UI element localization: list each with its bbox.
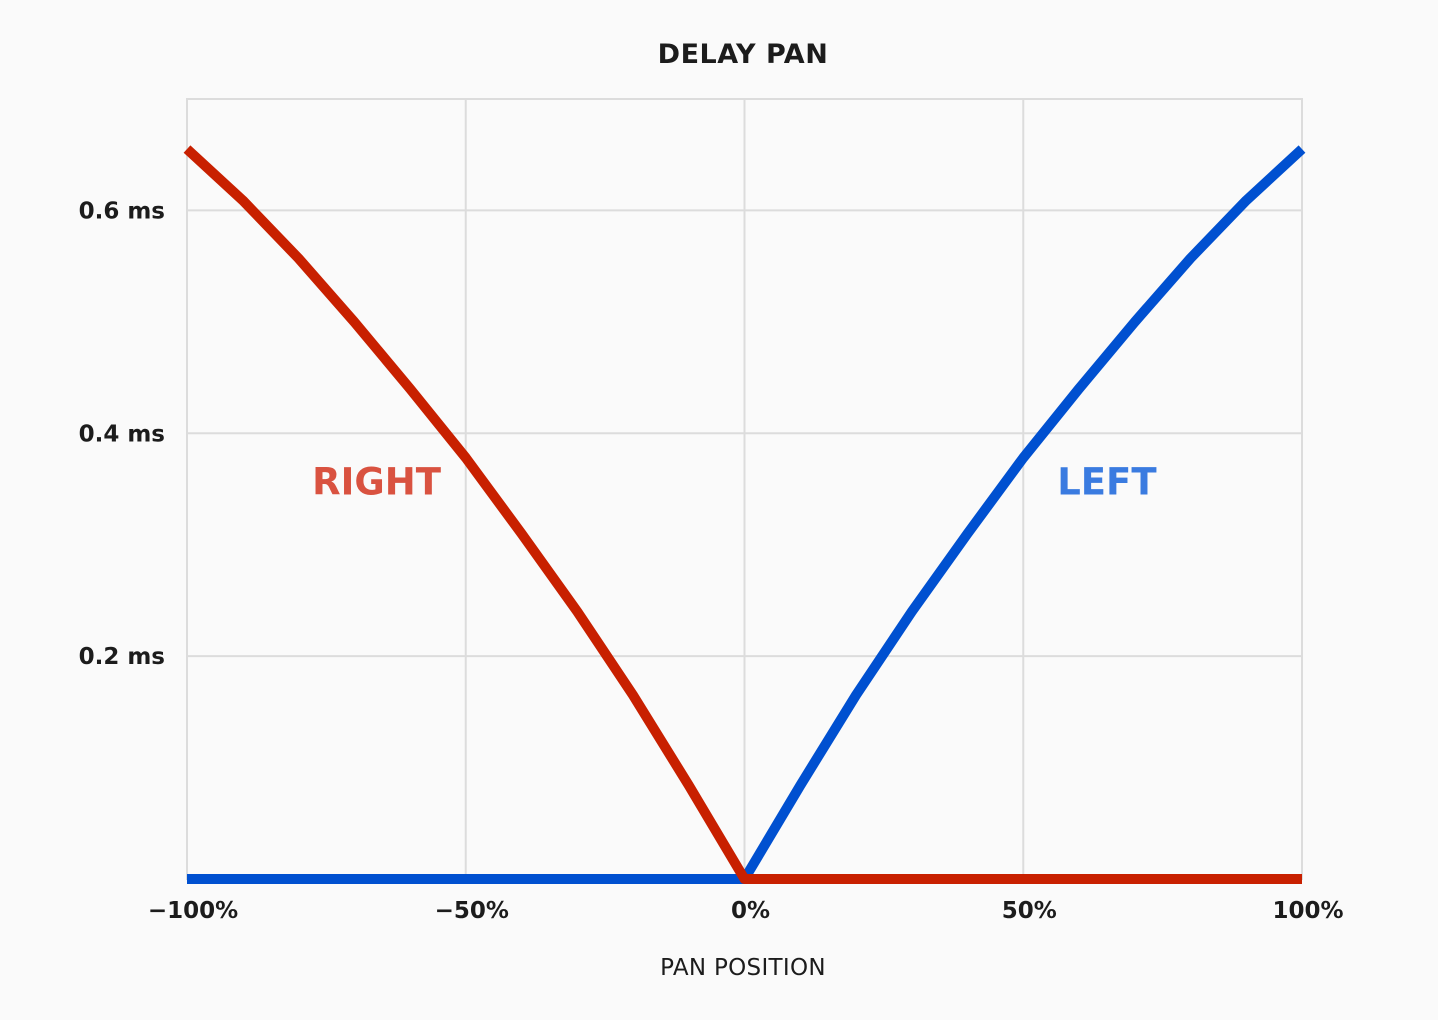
y-tick-label: 0.4 ms: [79, 421, 165, 447]
annotation-label: LEFT: [1057, 461, 1157, 504]
x-tick-label: 0%: [731, 898, 770, 924]
series-group: [183, 145, 1306, 884]
y-tick-label: 0.6 ms: [79, 198, 165, 224]
x-tick-label: −50%: [435, 898, 509, 924]
annotation-label: RIGHT: [312, 461, 442, 504]
x-tick-label: 100%: [1272, 898, 1343, 924]
annotations: RIGHT LEFT: [312, 461, 1157, 504]
chart-title: DELAY PAN: [658, 39, 829, 70]
x-axis-label: PAN POSITION: [660, 955, 826, 981]
x-tick-label: −100%: [148, 898, 238, 924]
x-tick-label: 50%: [1002, 898, 1057, 924]
series-line-red: [183, 145, 1302, 884]
tick-labels: 0.2 ms 0.4 ms 0.6 ms −100% −50% 0% 50% 100%: [79, 198, 1344, 924]
y-tick-label: 0.2 ms: [79, 644, 165, 670]
